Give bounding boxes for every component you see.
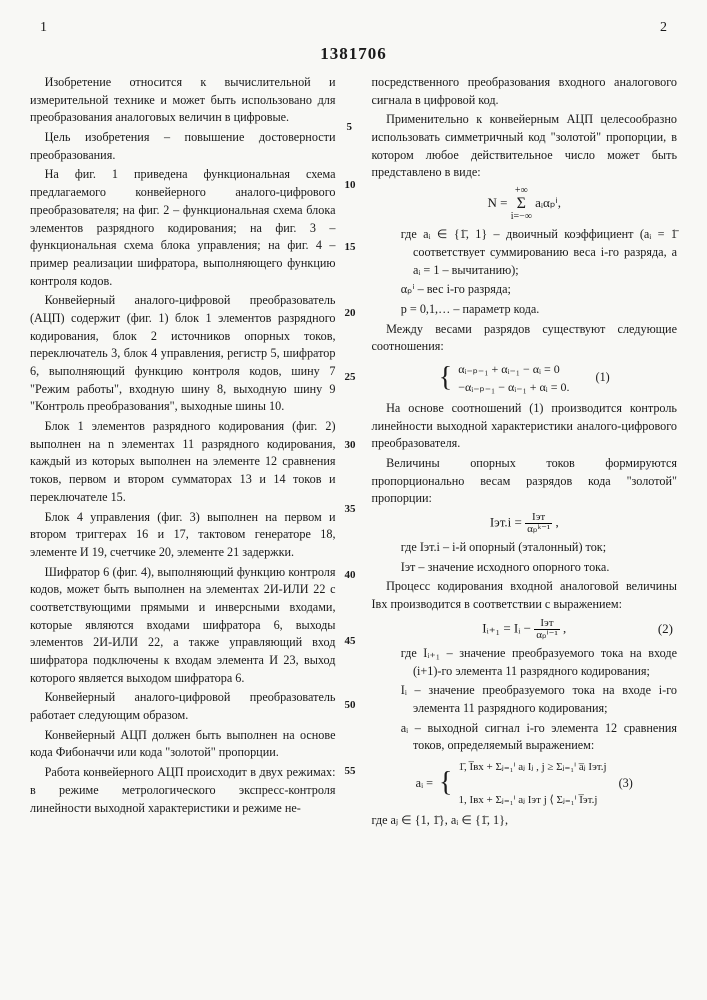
where-clause: p = 0,1,… – параметр кода. [384, 301, 677, 319]
paragraph: Между весами разрядов существуют следующ… [372, 321, 678, 356]
paragraph: Шифратор 6 (фиг. 4), выполняющий функцию… [30, 564, 336, 688]
line-marker: 35 [345, 502, 356, 518]
two-column-body: Изобретение относится к вычислительной и… [30, 74, 677, 832]
where-clause: Iэт – значение исходного опорного тока. [384, 559, 677, 577]
formula-eq3: aᵢ = { 1̄, I̅вх + Σⱼ₌₁ⁱ aⱼ Iⱼ , j ≥ Σⱼ₌₁… [372, 759, 678, 809]
line-marker: 30 [345, 438, 356, 454]
paragraph: Работа конвейерного АЦП происходит в дву… [30, 764, 336, 817]
line-marker: 15 [345, 240, 356, 256]
line-marker: 45 [345, 634, 356, 650]
paragraph: Конвейерный АЦП должен быть выполнен на … [30, 727, 336, 762]
line-marker: 10 [345, 178, 356, 194]
page-num-right: 2 [660, 20, 667, 36]
where-clause: Iᵢ – значение преобразуемого тока на вхо… [384, 682, 677, 717]
paragraph: Конвейерный аналого-цифровой преобразова… [30, 689, 336, 724]
line-marker: 50 [345, 698, 356, 714]
line-marker: 40 [345, 568, 356, 584]
paragraph: Применительно к конвейерным АЦП целесооб… [372, 111, 678, 182]
formula-eq2: Iᵢ₊₁ = Iᵢ − Iэт αₚⁱ⁻¹ , (2) [372, 618, 678, 641]
column-right: посредственного преобразования входного … [372, 74, 678, 832]
line-marker: 55 [345, 764, 356, 780]
formula-N: N = +∞ Σ i=−∞ aᵢαₚⁱ, [372, 186, 678, 222]
paragraph: Процесс кодирования входной аналоговой в… [372, 578, 678, 613]
paragraph: Величины опорных токов формируются пропо… [372, 455, 678, 508]
paragraph: Конвейерный аналого-цифровой преобразова… [30, 292, 336, 416]
paragraph: Блок 1 элементов разрядного кодирования … [30, 418, 336, 506]
where-clause: αₚⁱ – вес i-го разряда; [384, 281, 677, 299]
paragraph: Блок 4 управления (фиг. 3) выполнен на п… [30, 509, 336, 562]
line-marker: 20 [345, 306, 356, 322]
paragraph: На фиг. 1 приведена функциональная схема… [30, 166, 336, 290]
paragraph: Цель изобретения – повышение достовернос… [30, 129, 336, 164]
column-left: Изобретение относится к вычислительной и… [30, 74, 336, 832]
paragraph: где aⱼ ∈ {1, 1̄}, aᵢ ∈ {1̄, 1}, [372, 812, 678, 830]
line-marker: 5 [347, 120, 353, 136]
where-clause: aᵢ – выходной сигнал i-го элемента 12 ср… [384, 720, 677, 755]
paragraph: посредственного преобразования входного … [372, 74, 678, 109]
where-clause: где aᵢ ∈ {1̄, 1} – двоичный коэффициент … [384, 226, 677, 279]
line-marker: 25 [345, 370, 356, 386]
where-clause: где Iᵢ₊₁ – значение преобразуемого тока … [384, 645, 677, 680]
paragraph: Изобретение относится к вычислительной и… [30, 74, 336, 127]
patent-number: 1381706 [30, 44, 677, 64]
paragraph: На основе соотношений (1) производится к… [372, 400, 678, 453]
formula-I-et: Iэт.i = Iэт αₚᵏ⁻¹ , [372, 512, 678, 535]
where-clause: где Iэт.i – i-й опорный (эталонный) ток; [384, 539, 677, 557]
formula-eq1: { αᵢ₋ₚ₋₁ + αᵢ₋₁ − αᵢ = 0 −αᵢ₋ₚ₋₁ − αᵢ₋₁ … [372, 360, 678, 396]
page-num-left: 1 [40, 20, 47, 36]
